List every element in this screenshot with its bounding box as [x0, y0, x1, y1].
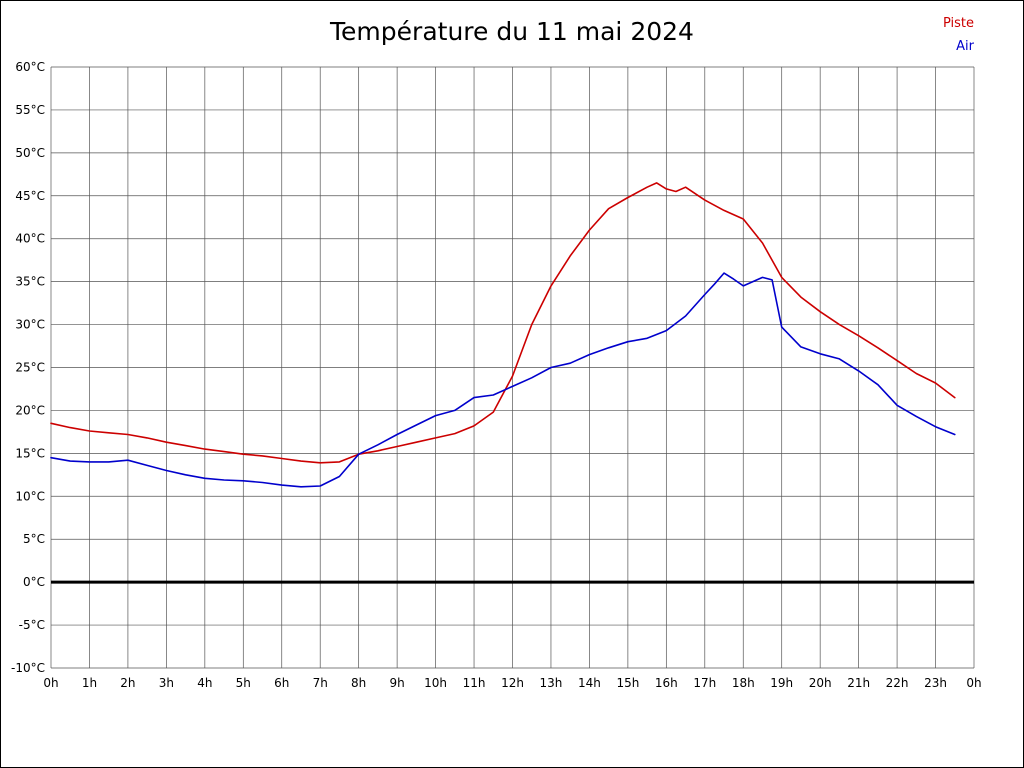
- svg-text:60°C: 60°C: [15, 60, 45, 74]
- legend-item-air: Air: [956, 39, 974, 54]
- svg-text:16h: 16h: [655, 676, 678, 690]
- svg-text:13h: 13h: [540, 676, 563, 690]
- svg-text:40°C: 40°C: [15, 232, 45, 246]
- svg-text:23h: 23h: [924, 676, 947, 690]
- svg-text:20h: 20h: [809, 676, 832, 690]
- svg-text:-10°C: -10°C: [11, 661, 45, 675]
- svg-text:15h: 15h: [616, 676, 639, 690]
- svg-text:8h: 8h: [351, 676, 366, 690]
- svg-text:0h: 0h: [966, 676, 981, 690]
- svg-text:0°C: 0°C: [23, 575, 45, 589]
- svg-text:-5°C: -5°C: [19, 618, 45, 632]
- svg-text:6h: 6h: [274, 676, 289, 690]
- svg-text:55°C: 55°C: [15, 103, 45, 117]
- svg-text:1h: 1h: [82, 676, 97, 690]
- svg-text:5h: 5h: [236, 676, 251, 690]
- svg-text:11h: 11h: [463, 676, 486, 690]
- svg-text:7h: 7h: [313, 676, 328, 690]
- svg-text:17h: 17h: [693, 676, 716, 690]
- svg-text:35°C: 35°C: [15, 275, 45, 289]
- svg-text:14h: 14h: [578, 676, 601, 690]
- svg-text:45°C: 45°C: [15, 189, 45, 203]
- svg-text:12h: 12h: [501, 676, 524, 690]
- series-line-piste: [50, 182, 956, 464]
- svg-text:20°C: 20°C: [15, 403, 45, 417]
- svg-text:50°C: 50°C: [15, 146, 45, 160]
- svg-text:5°C: 5°C: [23, 532, 45, 546]
- svg-text:19h: 19h: [770, 676, 793, 690]
- svg-text:18h: 18h: [732, 676, 755, 690]
- svg-text:30°C: 30°C: [15, 318, 45, 332]
- svg-text:15°C: 15°C: [15, 446, 45, 460]
- svg-text:4h: 4h: [197, 676, 212, 690]
- legend-item-piste: Piste: [942, 16, 974, 31]
- svg-text:10°C: 10°C: [15, 489, 45, 503]
- svg-text:9h: 9h: [390, 676, 405, 690]
- svg-text:22h: 22h: [886, 676, 909, 690]
- legend: Piste Air: [943, 12, 974, 58]
- svg-text:0h: 0h: [43, 676, 58, 690]
- chart-title: Température du 11 mai 2024: [330, 17, 694, 46]
- svg-text:10h: 10h: [424, 676, 447, 690]
- svg-text:3h: 3h: [159, 676, 174, 690]
- series-line-air: [50, 272, 956, 488]
- svg-text:21h: 21h: [847, 676, 870, 690]
- svg-text:2h: 2h: [120, 676, 135, 690]
- svg-text:25°C: 25°C: [15, 361, 45, 375]
